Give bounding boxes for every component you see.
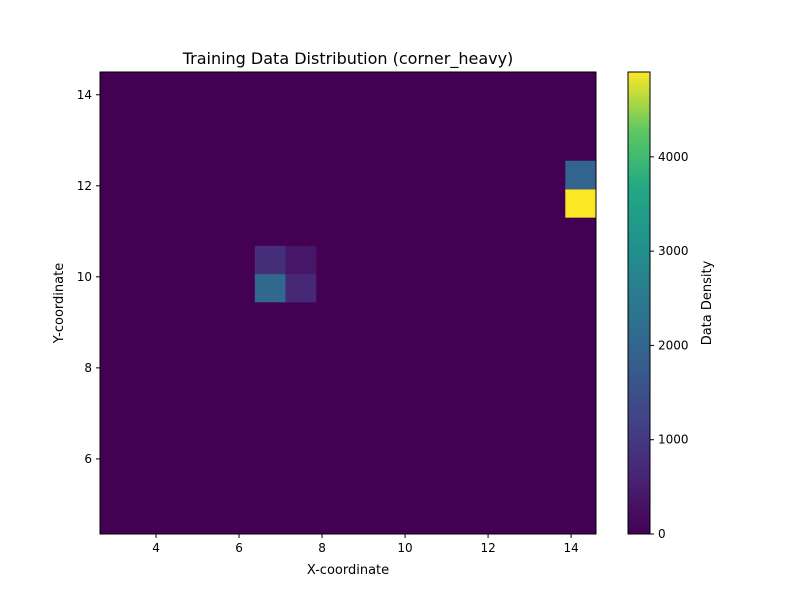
y-tick-label: 10 <box>77 270 92 284</box>
x-tick-label: 10 <box>397 541 412 555</box>
y-tick-label: 6 <box>84 452 92 466</box>
colorbar-tick-label: 0 <box>658 527 666 541</box>
heatmap-cell <box>254 274 286 303</box>
x-axis: 4 6 8 10 12 14 <box>152 534 579 555</box>
heatmap-cell <box>565 160 596 190</box>
x-tick-label: 6 <box>235 541 243 555</box>
y-tick-label: 12 <box>77 179 92 193</box>
x-tick-label: 4 <box>152 541 160 555</box>
colorbar-tick-label: 1000 <box>658 433 689 447</box>
y-axis: 6 8 10 12 14 <box>77 88 100 466</box>
y-tick-label: 8 <box>84 361 92 375</box>
heatmap-cell <box>285 274 317 303</box>
colorbar-tick-label: 4000 <box>658 150 689 164</box>
x-tick-label: 8 <box>318 541 326 555</box>
y-tick-label: 14 <box>77 88 92 102</box>
colorbar-tick-label: 2000 <box>658 338 689 352</box>
x-tick-label: 14 <box>563 541 578 555</box>
chart-title: Training Data Distribution (corner_heavy… <box>182 49 514 69</box>
heatmap-cell <box>565 189 596 218</box>
colorbar: 0 1000 2000 3000 4000 <box>627 71 689 541</box>
plot-area <box>99 71 597 535</box>
heatmap-cell <box>254 245 286 275</box>
colorbar-gradient <box>627 71 651 535</box>
x-tick-label: 12 <box>480 541 495 555</box>
x-axis-label: X-coordinate <box>307 563 389 578</box>
heatmap-background <box>100 72 596 534</box>
heatmap-cell <box>285 245 317 275</box>
colorbar-label: Data Density <box>700 260 715 345</box>
plot-frame <box>99 71 597 535</box>
colorbar-tick-label: 3000 <box>658 244 689 258</box>
y-axis-label: Y-coordinate <box>52 263 67 344</box>
